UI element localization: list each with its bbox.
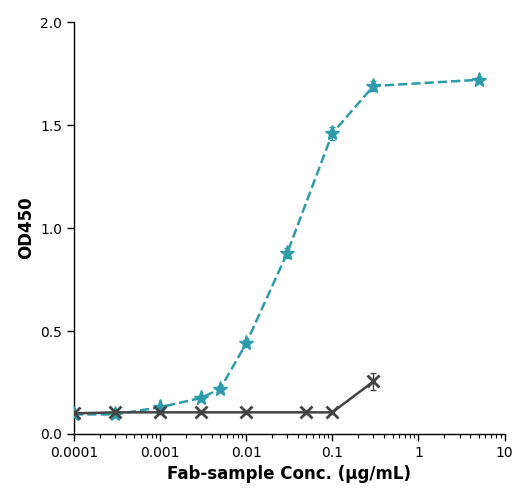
Y-axis label: OD450: OD450 (16, 197, 34, 260)
X-axis label: Fab-sample Conc. (μg/mL): Fab-sample Conc. (μg/mL) (167, 466, 411, 483)
